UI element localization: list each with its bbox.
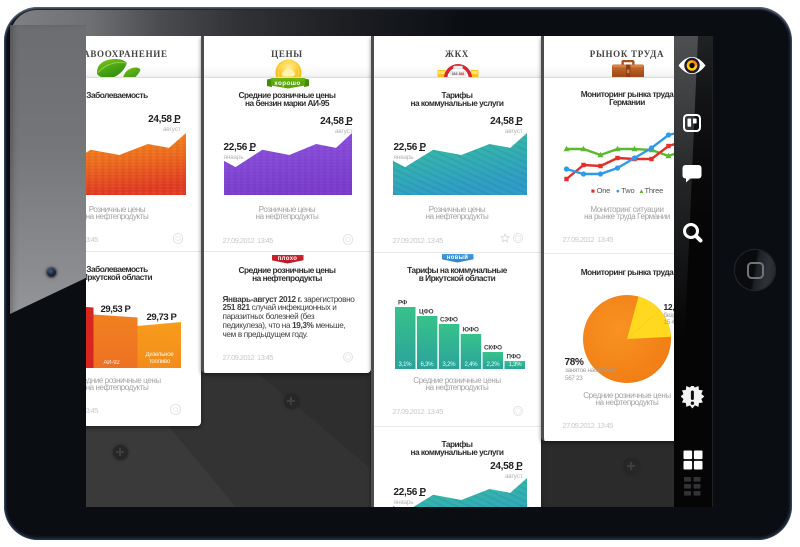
svg-text:3,1%: 3,1%	[398, 362, 412, 368]
svg-text:СКФО: СКФО	[484, 345, 502, 352]
svg-text:1,3%: 1,3%	[508, 362, 522, 368]
svg-text:ПФО: ПФО	[506, 354, 521, 361]
svg-text:РФ: РФ	[398, 300, 408, 307]
svg-text:ЮФО: ЮФО	[462, 327, 478, 334]
svg-text:СЗФО: СЗФО	[440, 317, 458, 324]
svg-text:888: 888	[451, 72, 457, 76]
svg-text:2,2%: 2,2%	[486, 362, 500, 368]
svg-text:3,2%: 3,2%	[442, 362, 456, 368]
svg-text:888: 888	[458, 72, 464, 76]
svg-text:ЦФО: ЦФО	[419, 309, 434, 316]
svg-text:2,4%: 2,4%	[464, 362, 478, 368]
svg-text:6,3%: 6,3%	[420, 362, 434, 368]
